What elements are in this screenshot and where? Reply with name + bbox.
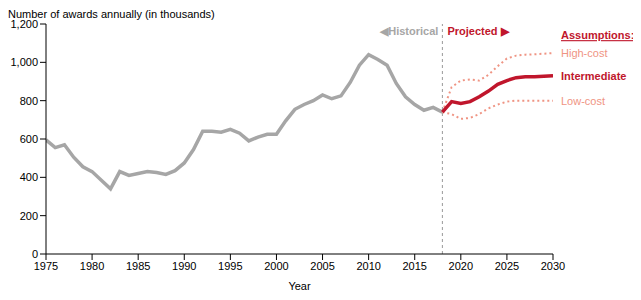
svg-text:2030: 2030	[541, 260, 565, 272]
svg-text:2020: 2020	[449, 260, 473, 272]
svg-text:800: 800	[20, 95, 38, 107]
svg-text:Assumptions:: Assumptions:	[561, 29, 633, 41]
svg-text:◀Historical: ◀Historical	[379, 25, 438, 37]
svg-text:1995: 1995	[218, 260, 242, 272]
svg-text:Projected ▶: Projected ▶	[447, 25, 509, 37]
svg-text:1985: 1985	[126, 260, 150, 272]
svg-text:2000: 2000	[264, 260, 288, 272]
svg-text:2005: 2005	[310, 260, 334, 272]
svg-text:2025: 2025	[495, 260, 519, 272]
svg-text:Year: Year	[288, 280, 311, 292]
svg-text:200: 200	[20, 210, 38, 222]
svg-text:1,000: 1,000	[10, 56, 38, 68]
svg-text:Low-cost: Low-cost	[561, 95, 605, 107]
svg-text:1990: 1990	[172, 260, 196, 272]
svg-text:1975: 1975	[34, 260, 58, 272]
svg-text:600: 600	[20, 133, 38, 145]
svg-text:1980: 1980	[80, 260, 104, 272]
svg-text:0: 0	[32, 248, 38, 260]
svg-text:2015: 2015	[402, 260, 426, 272]
svg-text:2010: 2010	[356, 260, 380, 272]
svg-text:1,200: 1,200	[10, 18, 38, 30]
svg-text:400: 400	[20, 171, 38, 183]
html-text:Number of awards annually (in: Number of awards annually (in thousands)	[8, 8, 215, 20]
svg-text:Intermediate: Intermediate	[561, 70, 626, 82]
svg-text:High-cost: High-cost	[561, 47, 607, 59]
